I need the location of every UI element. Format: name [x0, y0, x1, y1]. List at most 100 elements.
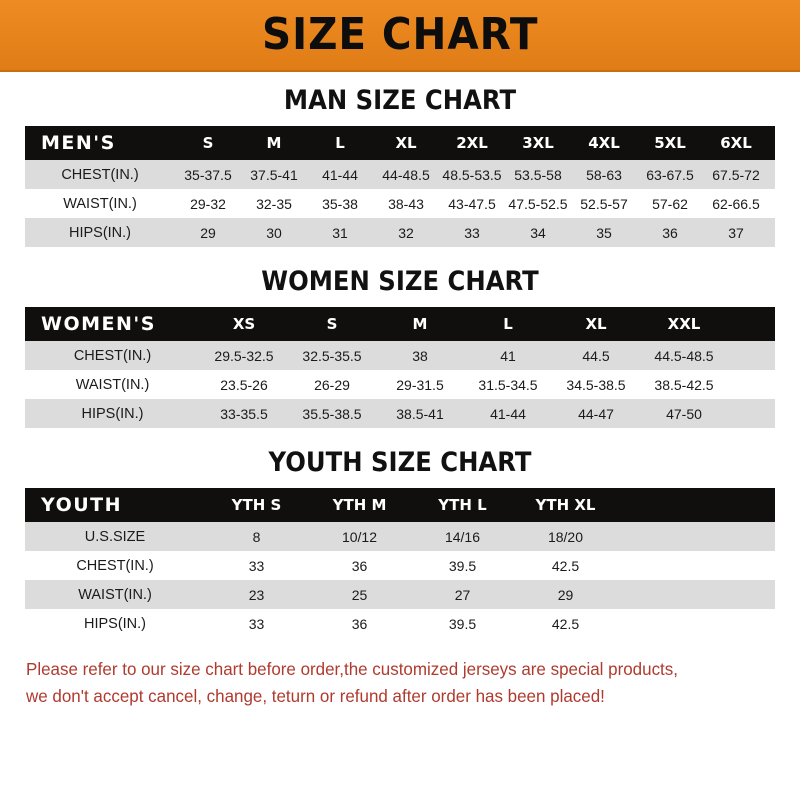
cell-men-2-6: 35 [571, 218, 637, 247]
table-row: WAIST(IN.) 23 25 27 29 [25, 580, 775, 609]
cell-men-2-3: 32 [373, 218, 439, 247]
cell-spacer [617, 522, 775, 551]
column-header-youth-2: YTH L [438, 496, 487, 514]
cell-women-1-4: 34.5-38.5 [552, 370, 640, 399]
cell-men-0-8: 67.5-72 [703, 160, 769, 189]
cell-women-2-3: 41-44 [464, 399, 552, 428]
cell-men-0-4: 48.5-53.5 [439, 160, 505, 189]
cell-youth-0-2: 14/16 [411, 522, 514, 551]
cell-men-0-6: 58-63 [571, 160, 637, 189]
cell-men-2-2: 31 [307, 218, 373, 247]
cell-youth-2-3: 29 [514, 580, 617, 609]
column-header-men-2: L [335, 134, 345, 152]
column-header-women-1: S [326, 315, 338, 333]
row-label-men-0: CHEST(IN.) [25, 160, 175, 189]
cell-youth-1-3: 42.5 [514, 551, 617, 580]
cell-youth-0-3: 18/20 [514, 522, 617, 551]
cell-men-1-7: 57-62 [637, 189, 703, 218]
section-title-women: WOMEN SIZE CHART [261, 266, 539, 297]
cell-youth-3-2: 39.5 [411, 609, 514, 638]
cell-women-2-5: 47-50 [640, 399, 728, 428]
cell-women-1-2: 29-31.5 [376, 370, 464, 399]
column-header-men-0: S [202, 134, 214, 152]
table-row: CHEST(IN.) 33 36 39.5 42.5 [25, 551, 775, 580]
cell-women-1-1: 26-29 [288, 370, 376, 399]
column-header-women-5: XXL [667, 315, 701, 333]
cell-men-2-8: 37 [703, 218, 769, 247]
row-label-youth-1: CHEST(IN.) [25, 551, 205, 580]
cell-spacer [728, 370, 775, 399]
column-header-women-4: XL [585, 315, 607, 333]
youth-size-table: YOUTH YTH S YTH M YTH L YTH XL U.S.SIZE 8 10/… [25, 488, 775, 638]
cell-women-0-0: 29.5-32.5 [200, 341, 288, 370]
size-chart-banner: SIZE CHART [0, 0, 800, 72]
cell-youth-2-1: 25 [308, 580, 411, 609]
cell-men-0-3: 44-48.5 [373, 160, 439, 189]
page-title: SIZE CHART [261, 9, 539, 60]
cell-men-1-3: 38-43 [373, 189, 439, 218]
table-row: WAIST(IN.) 29-32 32-35 35-38 38-43 43-47.5 47.… [25, 189, 775, 218]
cell-women-1-5: 38.5-42.5 [640, 370, 728, 399]
cell-men-2-4: 33 [439, 218, 505, 247]
cell-spacer [617, 551, 775, 580]
column-header-spacer [617, 488, 775, 522]
cell-men-1-2: 35-38 [307, 189, 373, 218]
cell-women-2-2: 38.5-41 [376, 399, 464, 428]
row-label-youth-3: HIPS(IN.) [25, 609, 205, 638]
table-row: HIPS(IN.) 33-35.5 35.5-38.5 38.5-41 41-44 44-… [25, 399, 775, 428]
disclaimer-line-2: we don't accept cancel, change, teturn o… [26, 686, 605, 706]
row-label-men-2: HIPS(IN.) [25, 218, 175, 247]
cell-women-0-3: 41 [464, 341, 552, 370]
men-size-table: MEN'S S M L XL 2XL 3XL 4XL 5XL 6XL CHEST(IN.) 35-… [25, 126, 775, 247]
cell-men-2-5: 34 [505, 218, 571, 247]
row-label-youth-2: WAIST(IN.) [25, 580, 205, 609]
table-row: HIPS(IN.) 33 36 39.5 42.5 [25, 609, 775, 638]
row-label-men-1: WAIST(IN.) [25, 189, 175, 218]
column-header-spacer [728, 307, 775, 341]
cell-youth-1-0: 33 [205, 551, 308, 580]
row-label-women-2: HIPS(IN.) [25, 399, 200, 428]
column-header-women-0: XS [232, 315, 256, 333]
cell-women-2-4: 44-47 [552, 399, 640, 428]
cell-youth-3-0: 33 [205, 609, 308, 638]
cell-youth-3-3: 42.5 [514, 609, 617, 638]
disclaimer-line-1: Please refer to our size chart before or… [26, 659, 678, 679]
size-chart-disclaimer: Please refer to our size chart before or… [26, 656, 755, 710]
cell-women-0-5: 44.5-48.5 [640, 341, 728, 370]
table-header-row: YOUTH YTH S YTH M YTH L YTH XL [25, 488, 775, 522]
column-header-youth-3: YTH XL [535, 496, 596, 514]
column-header-men-7: 5XL [654, 134, 686, 152]
cell-men-1-8: 62-66.5 [703, 189, 769, 218]
section-title-youth: YOUTH SIZE CHART [268, 447, 532, 478]
column-header-men-8: 6XL [720, 134, 752, 152]
cell-men-0-0: 35-37.5 [175, 160, 241, 189]
row-label-women-1: WAIST(IN.) [25, 370, 200, 399]
cell-spacer [769, 189, 775, 218]
column-header-men-4: 2XL [456, 134, 488, 152]
table-row: U.S.SIZE 8 10/12 14/16 18/20 [25, 522, 775, 551]
column-header-youth-1: YTH M [332, 496, 387, 514]
column-header-men-1: M [266, 134, 282, 152]
cell-men-0-5: 53.5-58 [505, 160, 571, 189]
column-header-spacer [769, 126, 775, 160]
table-row: CHEST(IN.) 35-37.5 37.5-41 41-44 44-48.5 48.5… [25, 160, 775, 189]
cell-men-1-1: 32-35 [241, 189, 307, 218]
cell-women-2-0: 33-35.5 [200, 399, 288, 428]
youth-group-label: YOUTH [41, 494, 123, 516]
cell-youth-2-2: 27 [411, 580, 514, 609]
cell-youth-3-1: 36 [308, 609, 411, 638]
cell-women-1-3: 31.5-34.5 [464, 370, 552, 399]
cell-men-0-2: 41-44 [307, 160, 373, 189]
section-youth: YOUTH SIZE CHART YOUTH YTH S YTH M YTH L YT… [0, 448, 800, 638]
cell-youth-2-0: 23 [205, 580, 308, 609]
cell-men-2-0: 29 [175, 218, 241, 247]
column-header-women-3: L [503, 315, 513, 333]
men-group-label: MEN'S [41, 132, 116, 154]
cell-youth-1-2: 39.5 [411, 551, 514, 580]
section-men: MAN SIZE CHART MEN'S S M L XL 2XL 3XL 4XL 5XL 6X… [0, 86, 800, 247]
row-label-women-0: CHEST(IN.) [25, 341, 200, 370]
cell-men-1-0: 29-32 [175, 189, 241, 218]
cell-women-2-1: 35.5-38.5 [288, 399, 376, 428]
cell-spacer [617, 609, 775, 638]
cell-women-0-1: 32.5-35.5 [288, 341, 376, 370]
